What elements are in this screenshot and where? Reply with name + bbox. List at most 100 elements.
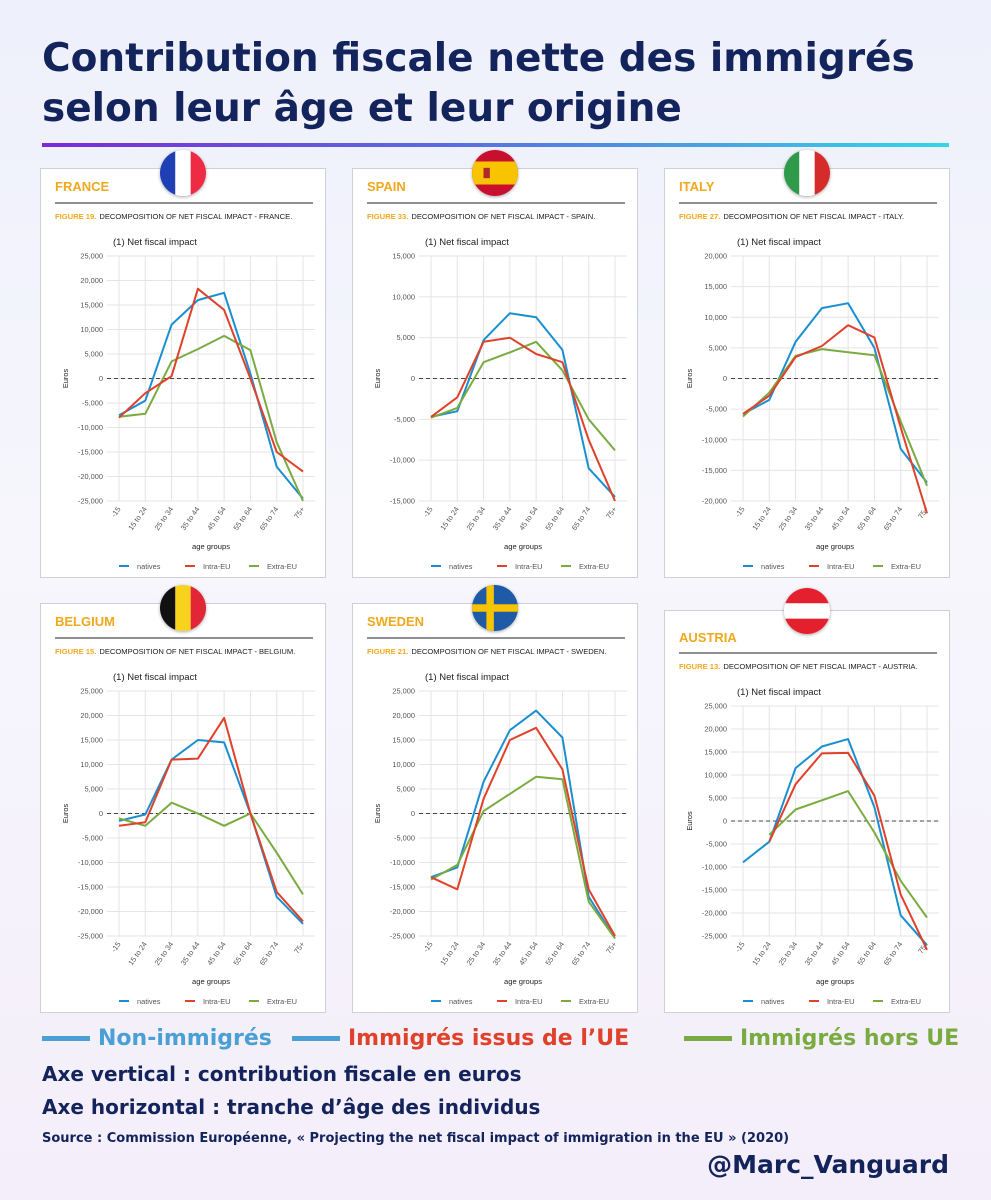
series-line-intra-eu <box>118 716 304 922</box>
x-tick-label: 35 to 44 <box>803 940 826 967</box>
mini-legend-label: Intra-EU <box>515 562 543 571</box>
series-line-natives <box>430 709 616 939</box>
legend-label-natives: Non-immigrés <box>98 1026 272 1051</box>
y-tick-label: 0 <box>723 817 727 826</box>
series-line-extra-eu <box>430 340 616 452</box>
y-tick-label: 0 <box>99 809 103 818</box>
x-tick-label: 45 to 54 <box>829 505 852 532</box>
x-tick-label: 75+ <box>292 505 307 520</box>
x-tick-label: 45 to 54 <box>205 505 228 532</box>
y-tick-label: 5,000 <box>397 785 416 794</box>
y-tick-label: 0 <box>99 374 103 383</box>
y-tick-label: 20,000 <box>80 276 103 285</box>
y-tick-label: 5,000 <box>85 785 104 794</box>
y-tick-label: 0 <box>723 374 727 383</box>
x-tick-label: 75+ <box>916 505 931 520</box>
mini-legend-label: Extra-EU <box>579 562 609 571</box>
figure-text: DECOMPOSITION OF NET FISCAL IMPACT - FRA… <box>99 212 292 221</box>
mini-legend-label: Extra-EU <box>267 997 297 1006</box>
x-axis-label: age groups <box>192 977 230 986</box>
series-line-extra-eu <box>768 790 928 919</box>
y-tick-label: -20,000 <box>390 907 415 916</box>
figure-text: DECOMPOSITION OF NET FISCAL IMPACT - ITA… <box>723 212 904 221</box>
y-tick-label: -5,000 <box>394 415 415 424</box>
x-tick-label: 25 to 34 <box>777 940 800 967</box>
y-tick-label: -20,000 <box>702 497 727 506</box>
x-tick-label: 15 to 24 <box>126 940 149 967</box>
figure-number: FIGURE 21. <box>367 647 408 656</box>
x-tick-label: 35 to 44 <box>179 940 202 967</box>
mini-legend-label: natives <box>761 997 785 1006</box>
y-tick-label: -15,000 <box>78 883 103 892</box>
x-tick-label: 65 to 74 <box>570 505 593 532</box>
y-tick-label: -15,000 <box>390 497 415 506</box>
x-tick-label: 15 to 24 <box>750 505 773 532</box>
mini-legend-label: Intra-EU <box>203 997 231 1006</box>
x-tick-label: 25 to 34 <box>465 505 488 532</box>
mini-legend-label: Intra-EU <box>203 562 231 571</box>
y-tick-label: 15,000 <box>80 301 103 310</box>
series-line-intra-eu <box>430 336 616 502</box>
x-tick-label: 25 to 34 <box>153 505 176 532</box>
y-tick-label: 0 <box>411 374 415 383</box>
x-tick-label: 15 to 24 <box>126 505 149 532</box>
y-tick-label: 20,000 <box>80 711 103 720</box>
x-tick-label: 55 to 64 <box>231 940 254 967</box>
y-tick-label: -10,000 <box>78 858 103 867</box>
chart-country-label: SWEDEN <box>367 614 424 629</box>
chart-panel-sweden: SWEDEN FIGURE 21. DECOMPOSITION OF NET FIS… <box>352 603 638 1013</box>
spain-flag-icon <box>472 150 518 196</box>
x-tick-label: 35 to 44 <box>491 940 514 967</box>
chart-svg-austria: AUSTRIA FIGURE 13. DECOMPOSITION OF NET FI… <box>679 630 939 1006</box>
mini-legend-label: Intra-EU <box>515 997 543 1006</box>
y-tick-label: -15,000 <box>390 883 415 892</box>
y-axis-label: Euros <box>685 369 694 389</box>
x-axis-label: age groups <box>816 542 854 551</box>
figure-caption: FIGURE 13. DECOMPOSITION OF NET FISCAL IM… <box>679 662 918 671</box>
y-tick-label: -25,000 <box>78 932 103 941</box>
y-tick-label: 25,000 <box>80 687 103 696</box>
y-tick-label: 5,000 <box>397 333 416 342</box>
series-line-intra-eu <box>742 324 928 514</box>
series-line-extra-eu <box>118 334 304 502</box>
legend-intra-eu: Immigrés issus de l’UE <box>292 1026 629 1051</box>
sweden-flag-icon <box>472 585 518 631</box>
x-tick-label: 35 to 44 <box>491 505 514 532</box>
series-line-extra-eu <box>118 801 304 895</box>
x-axis-label: age groups <box>816 977 854 986</box>
x-tick-label: 35 to 44 <box>179 505 202 532</box>
legend-natives: Non-immigrés <box>42 1026 272 1051</box>
chart-panel-italy: ITALY FIGURE 27. DECOMPOSITION OF NET FISC… <box>664 168 950 578</box>
author-handle: @Marc_Vanguard <box>707 1150 949 1179</box>
figure-text: DECOMPOSITION OF NET FISCAL IMPACT - AUS… <box>723 662 917 671</box>
figure-caption: FIGURE 27. DECOMPOSITION OF NET FISCAL IM… <box>679 212 904 221</box>
mini-legend-label: natives <box>449 997 473 1006</box>
x-tick-label: 45 to 54 <box>517 940 540 967</box>
mini-legend-label: Extra-EU <box>891 997 921 1006</box>
y-tick-label: 0 <box>411 809 415 818</box>
x-tick-label: 45 to 54 <box>829 940 852 967</box>
x-axis-label: age groups <box>504 977 542 986</box>
y-tick-label: -20,000 <box>702 909 727 918</box>
y-tick-label: 20,000 <box>704 252 727 261</box>
chart-country-label: ITALY <box>679 179 715 194</box>
y-tick-label: -25,000 <box>78 497 103 506</box>
x-tick-label: 75+ <box>604 505 619 520</box>
austria-flag-icon <box>784 588 830 634</box>
chart-subtitle: (1) Net fiscal impact <box>113 672 197 683</box>
y-tick-label: 10,000 <box>704 313 727 322</box>
title-line-2: selon leur âge et leur origine <box>42 86 682 131</box>
x-tick-label: 25 to 34 <box>777 505 800 532</box>
chart-country-label: SPAIN <box>367 179 406 194</box>
chart-country-label: FRANCE <box>55 179 109 194</box>
figure-caption: FIGURE 19. DECOMPOSITION OF NET FISCAL IM… <box>55 212 292 221</box>
italy-flag-icon <box>784 150 830 196</box>
y-tick-label: 15,000 <box>80 736 103 745</box>
figure-caption: FIGURE 33. DECOMPOSITION OF NET FISCAL IM… <box>367 212 595 221</box>
series-line-natives <box>118 739 304 925</box>
x-tick-label: -15 <box>109 505 123 519</box>
y-tick-label: 15,000 <box>704 748 727 757</box>
y-tick-label: -10,000 <box>702 863 727 872</box>
x-tick-label: 55 to 64 <box>855 505 878 532</box>
source-note: Source : Commission Européenne, « Projec… <box>42 1131 790 1146</box>
